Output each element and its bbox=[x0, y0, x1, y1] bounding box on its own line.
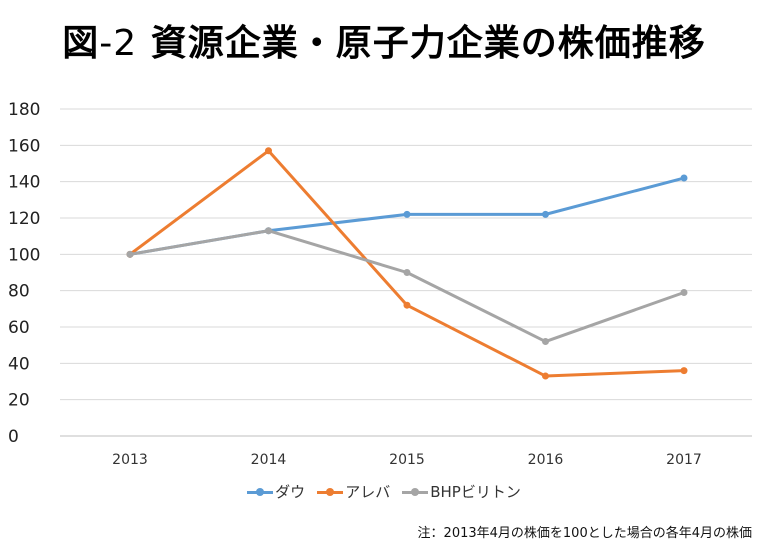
data-point bbox=[680, 288, 688, 296]
gridlines bbox=[60, 108, 752, 437]
title-prefix: 図 bbox=[62, 23, 100, 64]
legend-item: ダウ bbox=[247, 481, 305, 502]
series-line bbox=[128, 149, 686, 378]
x-tick-label: 2015 bbox=[389, 452, 425, 468]
title-number: -2 bbox=[99, 23, 138, 64]
x-tick-label: 2016 bbox=[528, 452, 564, 468]
series-3 bbox=[126, 227, 688, 346]
series-line bbox=[128, 229, 686, 344]
title-text: 資源企業・原子力企業の株価推移 bbox=[137, 23, 706, 64]
legend-swatch bbox=[402, 487, 429, 497]
y-axis-ticks: 0 20 40 60 80 100 120 140 160 180 bbox=[8, 100, 40, 447]
y-tick-label: 60 bbox=[8, 318, 30, 338]
x-axis-ticks: 2013 2014 2015 2016 2017 bbox=[112, 452, 702, 468]
legend-swatch bbox=[317, 487, 344, 497]
data-point bbox=[542, 338, 549, 346]
x-tick-label: 2013 bbox=[112, 452, 148, 468]
data-point bbox=[542, 210, 549, 218]
legend-label: ダウ bbox=[275, 483, 306, 501]
legend-item: BHPビリトン bbox=[402, 481, 521, 502]
y-tick-label: 180 bbox=[8, 100, 40, 120]
y-tick-label: 100 bbox=[8, 245, 40, 265]
y-tick-label: 140 bbox=[8, 173, 40, 193]
y-tick-label: 40 bbox=[8, 354, 30, 374]
x-tick-label: 2017 bbox=[666, 452, 702, 468]
data-point bbox=[126, 250, 134, 258]
data-point bbox=[265, 227, 272, 235]
legend-item: アレバ bbox=[317, 481, 390, 502]
footnote: 注：2013年4月の株価を100とした場合の各年4月の株価 bbox=[417, 526, 752, 541]
data-point bbox=[403, 210, 411, 218]
y-tick-label: 80 bbox=[8, 282, 30, 302]
series-1 bbox=[126, 174, 688, 258]
series-lines bbox=[126, 147, 688, 380]
y-tick-label: 120 bbox=[8, 209, 40, 229]
legend-swatch bbox=[247, 487, 274, 497]
y-tick-label: 0 bbox=[8, 427, 19, 447]
data-point bbox=[680, 174, 688, 182]
data-point bbox=[403, 269, 411, 276]
y-tick-label: 160 bbox=[8, 136, 40, 156]
legend: ダウ アレバ BHPビリトン bbox=[0, 481, 768, 502]
legend-label: アレバ bbox=[345, 483, 391, 501]
chart-title: 図-2 資源企業・原子力企業の株価推移 bbox=[0, 14, 768, 66]
legend-label: BHPビリトン bbox=[430, 483, 521, 501]
data-point bbox=[403, 301, 411, 309]
data-point bbox=[265, 147, 272, 155]
y-tick-label: 20 bbox=[8, 391, 30, 411]
x-tick-label: 2014 bbox=[251, 452, 287, 468]
data-point bbox=[542, 372, 549, 380]
data-point bbox=[680, 367, 688, 375]
